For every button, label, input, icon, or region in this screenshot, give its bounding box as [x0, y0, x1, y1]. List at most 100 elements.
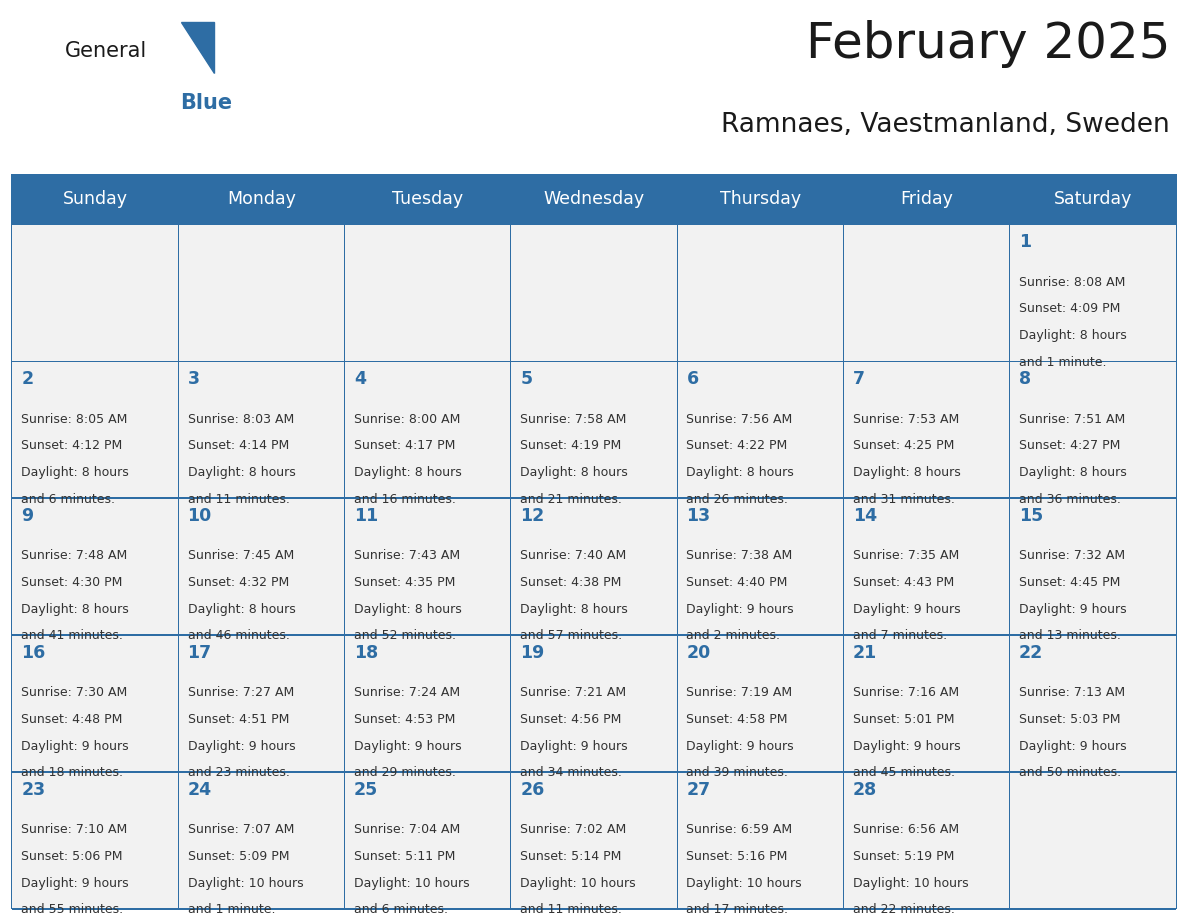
- Text: Sunset: 4:27 PM: Sunset: 4:27 PM: [1019, 439, 1120, 453]
- Text: 26: 26: [520, 780, 544, 799]
- Text: Sunrise: 7:13 AM: Sunrise: 7:13 AM: [1019, 687, 1125, 700]
- Text: and 13 minutes.: and 13 minutes.: [1019, 630, 1121, 643]
- Text: Sunset: 5:11 PM: Sunset: 5:11 PM: [354, 850, 455, 863]
- Text: Sunrise: 7:32 AM: Sunrise: 7:32 AM: [1019, 549, 1125, 563]
- Text: Sunrise: 7:48 AM: Sunrise: 7:48 AM: [21, 549, 127, 563]
- Text: Sunrise: 7:58 AM: Sunrise: 7:58 AM: [520, 412, 626, 426]
- Text: Wednesday: Wednesday: [543, 190, 645, 208]
- Bar: [12, 498, 178, 635]
- Bar: [178, 362, 345, 498]
- Text: Sunset: 4:48 PM: Sunset: 4:48 PM: [21, 713, 122, 726]
- Text: Daylight: 8 hours: Daylight: 8 hours: [1019, 466, 1127, 479]
- Bar: [178, 498, 345, 635]
- Text: Sunset: 4:58 PM: Sunset: 4:58 PM: [687, 713, 788, 726]
- Text: Sunrise: 8:08 AM: Sunrise: 8:08 AM: [1019, 275, 1125, 288]
- Text: and 36 minutes.: and 36 minutes.: [1019, 493, 1121, 506]
- Text: 8: 8: [1019, 370, 1031, 388]
- Text: General: General: [65, 41, 147, 62]
- Text: Sunrise: 7:45 AM: Sunrise: 7:45 AM: [188, 549, 293, 563]
- Text: Sunset: 4:35 PM: Sunset: 4:35 PM: [354, 577, 455, 589]
- Text: Daylight: 9 hours: Daylight: 9 hours: [354, 740, 461, 753]
- Text: Daylight: 10 hours: Daylight: 10 hours: [520, 877, 636, 890]
- Text: and 18 minutes.: and 18 minutes.: [21, 767, 124, 779]
- Text: Daylight: 8 hours: Daylight: 8 hours: [21, 466, 129, 479]
- Text: Sunday: Sunday: [63, 190, 127, 208]
- Text: Daylight: 9 hours: Daylight: 9 hours: [687, 603, 794, 616]
- Text: 27: 27: [687, 780, 710, 799]
- Text: Sunrise: 7:19 AM: Sunrise: 7:19 AM: [687, 687, 792, 700]
- Bar: [12, 635, 178, 772]
- Bar: [1010, 362, 1176, 498]
- Text: Sunset: 4:32 PM: Sunset: 4:32 PM: [188, 577, 289, 589]
- Bar: [12, 908, 1176, 910]
- Text: Sunrise: 7:53 AM: Sunrise: 7:53 AM: [853, 412, 959, 426]
- Text: Ramnaes, Vaestmanland, Sweden: Ramnaes, Vaestmanland, Sweden: [721, 112, 1170, 138]
- Text: Sunrise: 7:43 AM: Sunrise: 7:43 AM: [354, 549, 460, 563]
- Text: Daylight: 9 hours: Daylight: 9 hours: [188, 740, 295, 753]
- Text: and 45 minutes.: and 45 minutes.: [853, 767, 955, 779]
- Text: Daylight: 10 hours: Daylight: 10 hours: [188, 877, 303, 890]
- Text: Thursday: Thursday: [720, 190, 801, 208]
- Bar: [178, 635, 345, 772]
- Text: Sunset: 5:01 PM: Sunset: 5:01 PM: [853, 713, 954, 726]
- Bar: [1010, 772, 1176, 909]
- Text: Sunset: 4:17 PM: Sunset: 4:17 PM: [354, 439, 455, 453]
- Bar: [1010, 498, 1176, 635]
- Text: Sunrise: 8:03 AM: Sunrise: 8:03 AM: [188, 412, 293, 426]
- Text: Daylight: 9 hours: Daylight: 9 hours: [1019, 603, 1126, 616]
- Text: and 26 minutes.: and 26 minutes.: [687, 493, 789, 506]
- Text: Daylight: 9 hours: Daylight: 9 hours: [853, 603, 960, 616]
- Text: 5: 5: [520, 370, 532, 388]
- Bar: [12, 174, 178, 224]
- Text: Sunrise: 7:40 AM: Sunrise: 7:40 AM: [520, 549, 626, 563]
- Text: Daylight: 10 hours: Daylight: 10 hours: [354, 877, 469, 890]
- Bar: [511, 635, 677, 772]
- Text: Sunrise: 7:35 AM: Sunrise: 7:35 AM: [853, 549, 959, 563]
- Text: Sunrise: 6:59 AM: Sunrise: 6:59 AM: [687, 823, 792, 836]
- Bar: [12, 771, 1176, 773]
- Text: and 6 minutes.: and 6 minutes.: [21, 493, 115, 506]
- Text: 22: 22: [1019, 644, 1043, 662]
- Text: Daylight: 8 hours: Daylight: 8 hours: [354, 466, 462, 479]
- Text: Sunrise: 7:10 AM: Sunrise: 7:10 AM: [21, 823, 127, 836]
- Text: Sunrise: 8:00 AM: Sunrise: 8:00 AM: [354, 412, 460, 426]
- Text: 18: 18: [354, 644, 378, 662]
- Text: Sunrise: 7:07 AM: Sunrise: 7:07 AM: [188, 823, 293, 836]
- Bar: [12, 634, 1176, 636]
- Text: Daylight: 8 hours: Daylight: 8 hours: [354, 603, 462, 616]
- Bar: [511, 772, 677, 909]
- Text: Daylight: 8 hours: Daylight: 8 hours: [520, 603, 628, 616]
- Text: 12: 12: [520, 507, 544, 525]
- Bar: [12, 362, 178, 498]
- Text: Monday: Monday: [227, 190, 296, 208]
- Bar: [511, 362, 677, 498]
- Text: Sunset: 4:51 PM: Sunset: 4:51 PM: [188, 713, 289, 726]
- Text: Sunset: 4:56 PM: Sunset: 4:56 PM: [520, 713, 621, 726]
- Text: Daylight: 9 hours: Daylight: 9 hours: [853, 740, 960, 753]
- Bar: [843, 772, 1010, 909]
- Text: 16: 16: [21, 644, 45, 662]
- Bar: [178, 174, 345, 224]
- Text: Daylight: 8 hours: Daylight: 8 hours: [520, 466, 628, 479]
- Text: Daylight: 8 hours: Daylight: 8 hours: [188, 603, 296, 616]
- Text: 14: 14: [853, 507, 877, 525]
- Bar: [12, 224, 1176, 225]
- Text: Tuesday: Tuesday: [392, 190, 463, 208]
- Bar: [1010, 174, 1176, 224]
- Text: 24: 24: [188, 780, 211, 799]
- Text: Sunset: 4:22 PM: Sunset: 4:22 PM: [687, 439, 788, 453]
- Text: Sunrise: 7:30 AM: Sunrise: 7:30 AM: [21, 687, 127, 700]
- Text: and 39 minutes.: and 39 minutes.: [687, 767, 789, 779]
- Text: Daylight: 8 hours: Daylight: 8 hours: [188, 466, 296, 479]
- Text: 23: 23: [21, 780, 45, 799]
- Bar: [12, 772, 178, 909]
- Text: Sunrise: 7:38 AM: Sunrise: 7:38 AM: [687, 549, 792, 563]
- Bar: [345, 498, 511, 635]
- Bar: [511, 174, 677, 224]
- Text: and 50 minutes.: and 50 minutes.: [1019, 767, 1121, 779]
- Bar: [843, 224, 1010, 362]
- Bar: [677, 635, 843, 772]
- Text: and 11 minutes.: and 11 minutes.: [188, 493, 290, 506]
- Text: Daylight: 9 hours: Daylight: 9 hours: [21, 877, 128, 890]
- Text: Saturday: Saturday: [1054, 190, 1132, 208]
